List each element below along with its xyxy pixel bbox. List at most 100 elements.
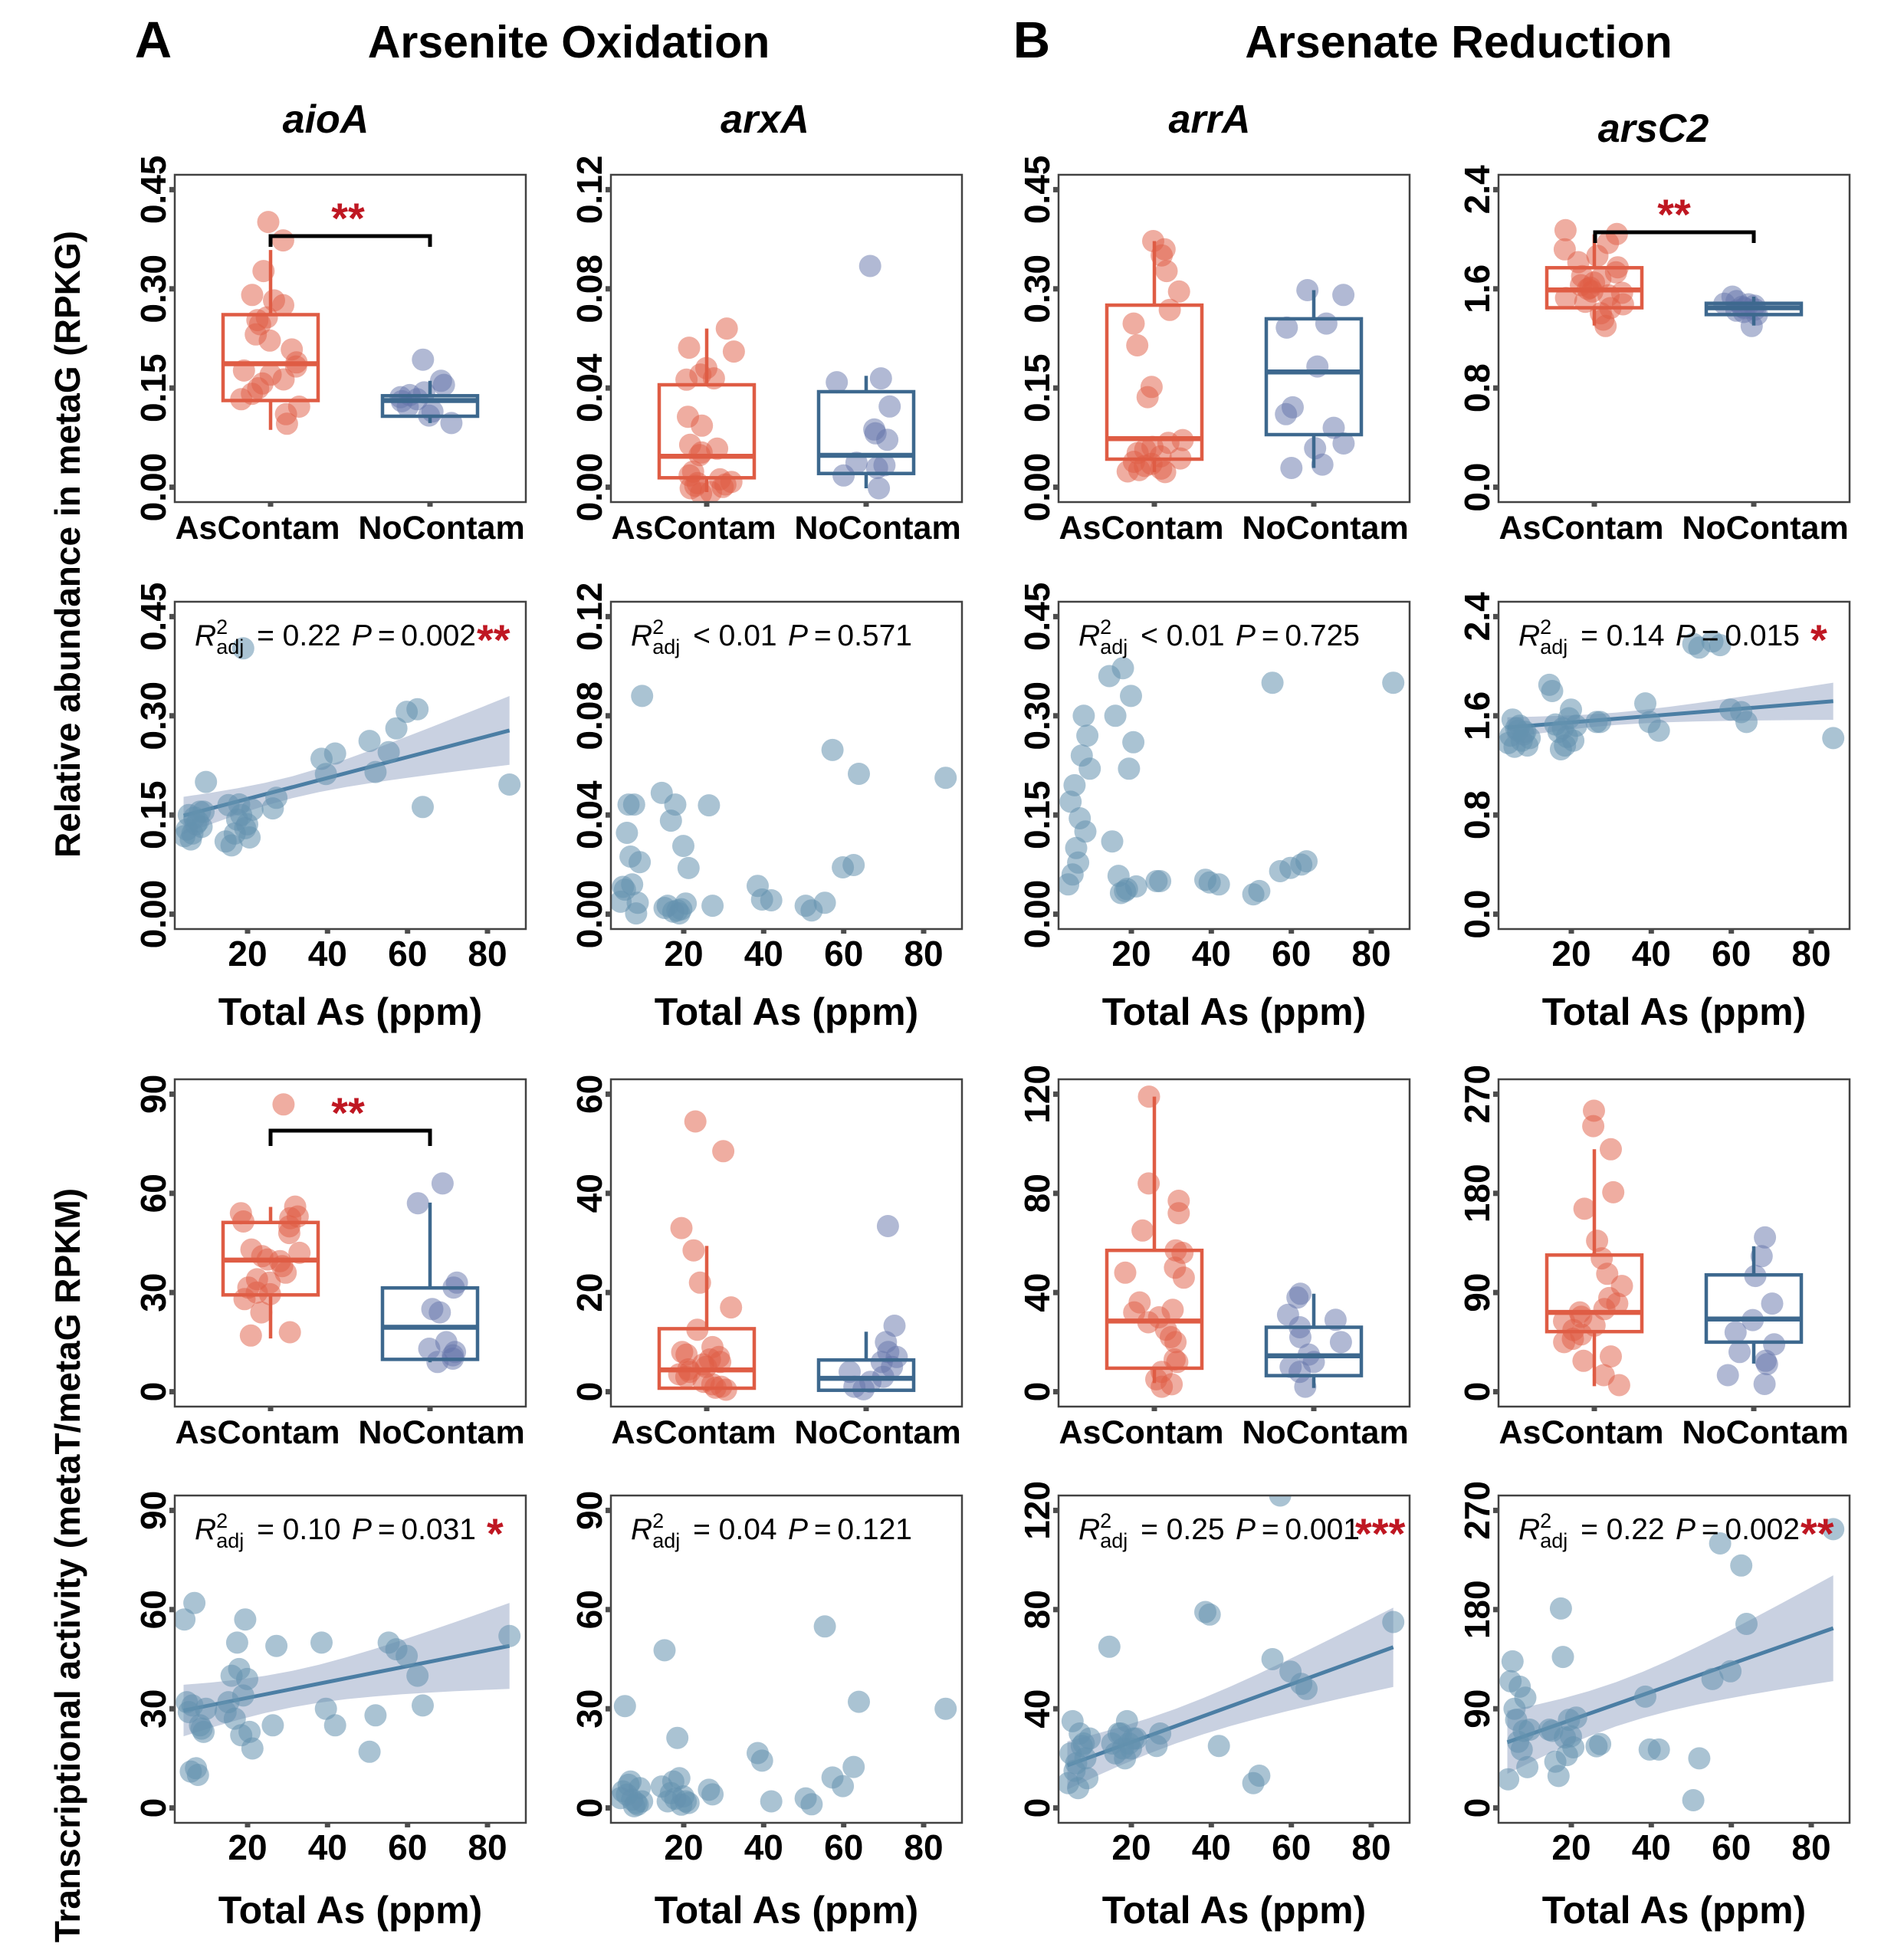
svg-text:NoContam: NoContam [1682,1414,1848,1451]
svg-text:AsContam: AsContam [1059,1414,1223,1451]
svg-text:20: 20 [570,1273,609,1312]
svg-text:0.45: 0.45 [133,583,173,652]
svg-text:80: 80 [1791,934,1830,974]
svg-text:1.6: 1.6 [1457,264,1497,314]
svg-text:0.04: 0.04 [570,780,609,849]
svg-text:80: 80 [468,1827,507,1867]
svg-text:AsContam: AsContam [1499,510,1663,547]
svg-text:P = 0.002: P = 0.002 [352,619,476,652]
svg-text:20: 20 [1551,934,1590,974]
svg-text:**: ** [1657,190,1691,238]
svg-text:20: 20 [228,1827,267,1867]
svg-text:0.00: 0.00 [570,453,609,522]
svg-text:NoContam: NoContam [358,510,524,547]
svg-text:0.00: 0.00 [133,453,173,522]
svg-text:30: 30 [133,1273,173,1312]
svg-text:Arsenate Reduction: Arsenate Reduction [1245,17,1672,67]
svg-text:0: 0 [1017,1382,1057,1402]
svg-text:0.08: 0.08 [570,681,609,750]
svg-text:60: 60 [824,1827,863,1867]
svg-text:NoContam: NoContam [1242,510,1408,547]
svg-text:0.08: 0.08 [570,254,609,323]
svg-text:arrA: arrA [1169,97,1251,142]
svg-text:60: 60 [133,1174,173,1213]
svg-text:90: 90 [1457,1273,1497,1312]
svg-text:0: 0 [1457,1382,1497,1402]
svg-text:20: 20 [228,934,267,974]
svg-text:AsContam: AsContam [1059,510,1223,547]
svg-text:P = 0.571: P = 0.571 [788,619,912,652]
svg-text:0.12: 0.12 [570,583,609,652]
svg-text:0.30: 0.30 [133,254,173,323]
svg-text:P = 0.725: P = 0.725 [1236,619,1360,652]
svg-text:0.30: 0.30 [133,681,173,750]
svg-text:0.30: 0.30 [1017,254,1057,323]
svg-text:Total As (ppm): Total As (ppm) [218,990,482,1033]
svg-text:90: 90 [570,1491,609,1530]
svg-text:P = 0.121: P = 0.121 [788,1513,912,1546]
svg-text:80: 80 [1791,1827,1830,1867]
svg-text:0: 0 [570,1798,609,1818]
svg-text:40: 40 [570,1174,609,1213]
svg-text:**: ** [331,1088,365,1137]
svg-text:AsContam: AsContam [611,510,776,547]
svg-text:120: 120 [1017,1481,1057,1540]
svg-text:40: 40 [744,934,783,974]
svg-text:180: 180 [1457,1164,1497,1223]
svg-text:0.45: 0.45 [133,156,173,225]
svg-text:80: 80 [468,934,507,974]
svg-text:2.4: 2.4 [1457,592,1497,641]
svg-text:P = 0.002: P = 0.002 [1676,1513,1800,1546]
svg-text:NoContam: NoContam [794,510,960,547]
svg-text:40: 40 [1017,1689,1057,1729]
svg-text:NoContam: NoContam [1682,510,1848,547]
svg-text:AsContam: AsContam [611,1414,776,1451]
svg-text:40: 40 [1192,1827,1231,1867]
svg-text:0.8: 0.8 [1457,363,1497,412]
svg-text:60: 60 [1712,1827,1751,1867]
svg-text:**: ** [1801,1509,1834,1558]
svg-text:0.15: 0.15 [1017,780,1057,849]
svg-text:Transcriptional activity (meta: Transcriptional activity (metaT/metaG RP… [48,1188,87,1942]
svg-text:*: * [1810,616,1827,664]
svg-text:NoContam: NoContam [358,1414,524,1451]
svg-text:***: *** [1355,1509,1406,1558]
svg-text:60: 60 [1712,934,1751,974]
svg-text:20: 20 [664,934,703,974]
svg-text:60: 60 [1272,1827,1311,1867]
svg-text:40: 40 [1017,1273,1057,1312]
svg-text:NoContam: NoContam [1242,1414,1408,1451]
svg-text:Arsenite Oxidation: Arsenite Oxidation [368,17,770,67]
svg-text:90: 90 [1457,1689,1497,1729]
svg-text:P = 0.001: P = 0.001 [1236,1513,1360,1546]
svg-text:Total As (ppm): Total As (ppm) [1102,1889,1366,1932]
svg-text:60: 60 [388,934,427,974]
svg-text:AsContam: AsContam [1499,1414,1663,1451]
svg-text:Total As (ppm): Total As (ppm) [655,1889,918,1932]
svg-text:0.15: 0.15 [133,353,173,422]
svg-text:270: 270 [1457,1481,1497,1540]
svg-text:Relative abundance in metaG (: Relative abundance in metaG (RPKG) [48,231,87,858]
svg-text:20: 20 [1551,1827,1590,1867]
svg-text:0.15: 0.15 [133,780,173,849]
svg-text:0.00: 0.00 [133,880,173,949]
svg-text:aioA: aioA [283,97,369,142]
svg-text:Total As (ppm): Total As (ppm) [1542,1889,1806,1932]
svg-text:30: 30 [133,1689,173,1729]
svg-text:80: 80 [1017,1590,1057,1629]
svg-text:120: 120 [1017,1065,1057,1124]
svg-text:270: 270 [1457,1065,1497,1124]
svg-text:0: 0 [1457,1798,1497,1818]
svg-text:0: 0 [133,1382,173,1402]
svg-text:**: ** [477,616,510,664]
svg-text:40: 40 [1632,934,1671,974]
svg-text:AsContam: AsContam [175,510,340,547]
svg-text:0.00: 0.00 [570,880,609,949]
svg-text:60: 60 [133,1590,173,1629]
